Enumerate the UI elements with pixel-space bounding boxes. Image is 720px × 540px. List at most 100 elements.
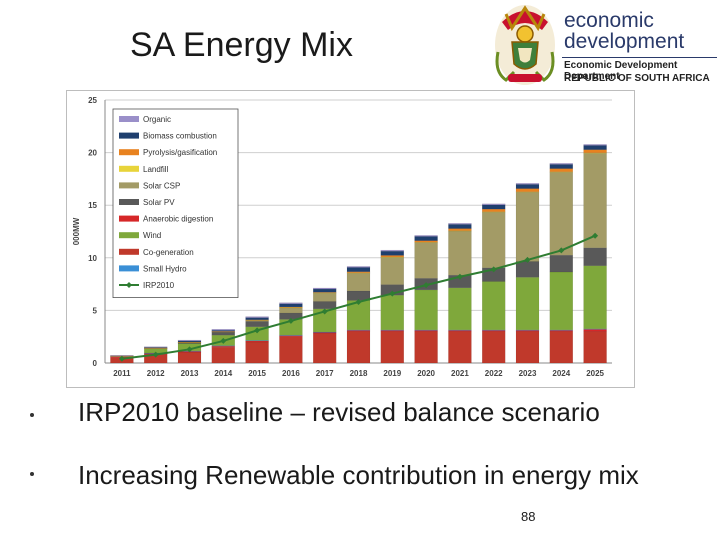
bar-organic-2016	[279, 302, 303, 304]
bar-pyrolysis-gasification-2023	[515, 188, 540, 192]
bar-co-generation-2019	[380, 331, 404, 364]
point-irp2010-2011	[118, 355, 125, 362]
bar-organic-2025	[583, 144, 607, 146]
page-number: 88	[521, 509, 536, 524]
bar-pyrolysis-gasification-2021	[448, 228, 472, 231]
bar-solar-csp-2016	[279, 307, 303, 314]
bar-organic-2017	[313, 287, 337, 290]
legend-label-wind: Wind	[143, 231, 161, 240]
bar-biomass-combustion-2021	[448, 224, 472, 229]
point-irp2010-2020	[423, 282, 430, 289]
point-irp2010-2016	[287, 317, 294, 324]
point-irp2010-2012	[152, 351, 159, 358]
bar-solar-csp-2021	[448, 230, 472, 276]
bar-biomass-combustion-2025	[583, 145, 607, 150]
bar-co-generation-2023	[515, 331, 540, 364]
bar-pyrolysis-gasification-2018	[346, 271, 371, 273]
x-tick-label-2025: 2025	[586, 369, 604, 378]
bar-solar-pv-2017	[313, 301, 337, 310]
bar-wind-2020	[414, 289, 438, 331]
bar-organic-2015	[245, 316, 269, 318]
bar-organic-2011	[110, 355, 134, 356]
bar-co-generation-2022	[482, 331, 506, 364]
legend-label-co-generation: Co-generation	[143, 248, 194, 257]
bar-organic-2020	[414, 235, 438, 237]
bullet-text-1: IRP2010 baseline – revised balance scena…	[78, 397, 600, 427]
bar-solar-pv-2025	[583, 247, 607, 266]
bar-solar-pv-2014	[211, 331, 235, 336]
x-tick-label-2013: 2013	[181, 369, 199, 378]
x-tick-label-2022: 2022	[485, 369, 503, 378]
bar-solar-csp-2018	[346, 272, 371, 292]
legend-swatch-wind	[119, 232, 139, 239]
bar-solar-csp-2020	[414, 242, 438, 279]
bar-organic-2014	[211, 329, 235, 331]
bar-solar-csp-2024	[549, 171, 573, 256]
bar-organic-2023	[515, 183, 540, 185]
bar-organic-2021	[448, 223, 472, 225]
bar-co-generation-2020	[414, 331, 438, 364]
point-irp2010-2019	[389, 290, 396, 297]
department-logo: economic development Economic Developmen…	[492, 0, 720, 92]
bar-solar-csp-2023	[515, 191, 540, 262]
bar-biomass-combustion-2018	[346, 267, 371, 272]
y-tick-label-10: 10	[88, 254, 97, 263]
y-tick-label-0: 0	[93, 359, 98, 368]
bar-biomass-combustion-2015	[245, 317, 269, 320]
x-tick-label-2017: 2017	[316, 369, 334, 378]
slide-title: SA Energy Mix	[130, 26, 353, 64]
point-irp2010-2025	[592, 232, 599, 239]
point-irp2010-2014	[220, 337, 227, 344]
logo-divider	[562, 57, 717, 58]
y-tick-label-15: 15	[88, 201, 97, 210]
point-irp2010-2013	[186, 346, 193, 353]
y-tick-label-20: 20	[88, 149, 97, 158]
bar-organic-2018	[346, 266, 371, 268]
x-tick-label-2012: 2012	[147, 369, 165, 378]
y-tick-label-25: 25	[88, 96, 97, 105]
bar-organic-2022	[482, 203, 506, 206]
logo-department-name: Economic Development Department	[564, 60, 678, 82]
bar-wind-2024	[549, 271, 573, 331]
bullet-marker-2	[30, 472, 34, 476]
legend-swatch-solar-pv	[119, 199, 139, 205]
x-tick-label-2018: 2018	[350, 369, 368, 378]
bar-biomass-combustion-2020	[414, 236, 438, 241]
bar-wind-2019	[380, 294, 404, 331]
bar-small-hydro-2015	[245, 340, 269, 342]
bar-co-generation-2014	[211, 347, 235, 364]
legend-label-anaerobic-digestion: Anaerobic digestion	[143, 215, 213, 224]
logo-country-name: REPUBLIC OF SOUTH AFRICA	[564, 73, 710, 84]
bar-pyrolysis-gasification-2019	[380, 255, 404, 258]
legend-label-landfill: Landfill	[143, 165, 169, 174]
bar-organic-2012	[144, 346, 168, 348]
legend-swatch-biomass-combustion	[119, 132, 139, 139]
bar-biomass-combustion-2019	[380, 250, 404, 256]
bar-pyrolysis-gasification-2024	[549, 168, 573, 172]
point-irp2010-2017	[321, 308, 328, 315]
legend-swatch-landfill	[119, 165, 139, 172]
legend-label-organic: Organic	[143, 115, 171, 124]
point-irp2010-2022	[490, 266, 497, 273]
bar-biomass-combustion-2024	[549, 164, 573, 169]
bar-co-generation-2017	[313, 333, 337, 364]
bar-pyrolysis-gasification-2020	[414, 240, 438, 243]
bar-solar-csp-2017	[313, 292, 337, 302]
bar-co-generation-2024	[549, 331, 573, 364]
bar-solar-csp-2022	[482, 211, 506, 268]
bar-pyrolysis-gasification-2025	[583, 149, 607, 154]
bar-solar-pv-2023	[515, 261, 540, 278]
bar-co-generation-2025	[583, 331, 607, 364]
legend-swatch-anaerobic-digestion	[119, 215, 139, 222]
bar-solar-pv-2015	[245, 321, 269, 327]
bar-solar-pv-2024	[549, 254, 573, 273]
point-irp2010-2023	[524, 256, 531, 263]
logo-text-economic: economic	[564, 9, 654, 32]
legend-label-solar-pv: Solar PV	[143, 198, 175, 207]
legend-swatch-organic	[119, 116, 139, 122]
legend-label-solar-csp: Solar CSP	[143, 181, 180, 190]
y-axis-label: 000MW	[72, 217, 81, 245]
legend-swatch-small-hydro	[119, 265, 139, 272]
x-tick-label-2023: 2023	[519, 369, 537, 378]
